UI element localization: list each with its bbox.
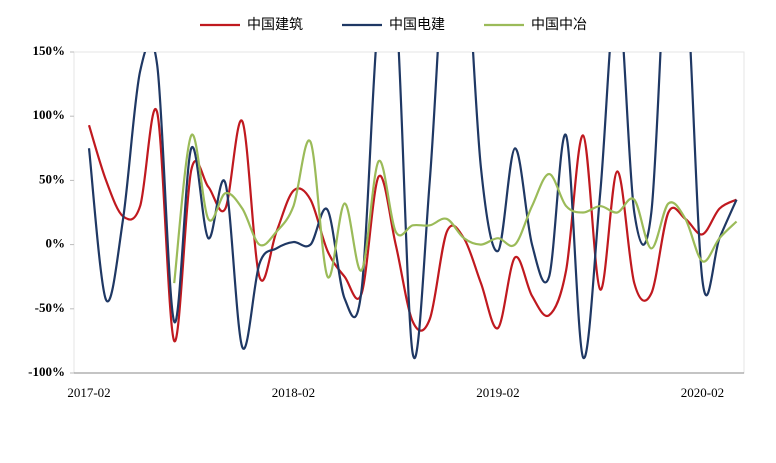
series-line [173,133,738,284]
y-tick-label: 0% [46,236,66,251]
x-tick-label: 2018-02 [272,385,315,400]
y-tick-label: -100% [28,364,65,379]
legend-label: 中国电建 [389,17,445,33]
plot-area [73,51,745,374]
series-line [87,108,738,343]
y-tick-label: 50% [39,171,65,186]
x-tick-label: 2019-02 [476,385,519,400]
y-tick-label: -50% [35,300,65,315]
legend: 中国建筑 中国电建 中国中冶 [200,17,587,33]
lines [87,52,738,359]
y-tick-label: 150% [33,43,66,58]
x-tick-label: 2017-02 [67,385,110,400]
legend-label: 中国建筑 [247,17,303,33]
y-tick-label: 100% [33,107,66,122]
legend-label: 中国中冶 [531,17,587,33]
x-tick-label: 2020-02 [681,385,724,400]
series-line [87,52,738,359]
